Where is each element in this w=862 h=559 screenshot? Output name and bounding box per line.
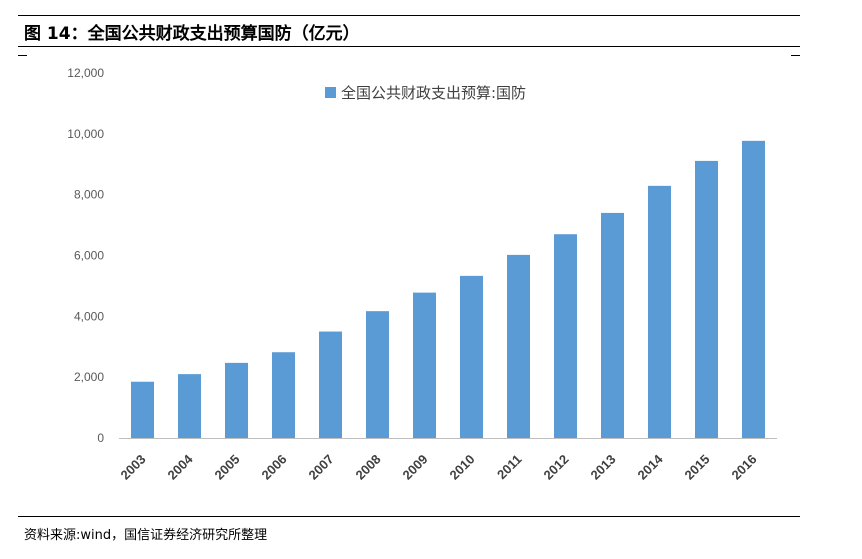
x-tick-label: 2011: [494, 452, 525, 483]
x-tick-label: 2012: [541, 452, 572, 483]
title-underline: [18, 46, 800, 47]
bar-2014: [648, 185, 671, 438]
x-tick-label: 2008: [353, 452, 384, 483]
y-tick-label: 8,000: [74, 188, 104, 202]
legend-label: 全国公共财政支出预算:国防: [341, 84, 526, 102]
x-tick-label: 2003: [118, 452, 149, 483]
bar-2013: [601, 212, 624, 438]
bar-2011: [507, 254, 530, 438]
y-tick-label: 4,000: [74, 309, 104, 323]
bar-2016: [742, 140, 765, 438]
bar-2007: [319, 331, 342, 438]
figure-title: 图 14：全国公共财政支出预算国防（亿元）: [24, 24, 360, 44]
top-rule: [18, 15, 800, 16]
bar-2010: [460, 275, 483, 438]
x-axis: 2003 2004 2005 2006 2007 2008 2009 2010 2011 2012…: [118, 451, 760, 483]
legend-swatch: [325, 87, 336, 98]
x-tick-label: 2013: [588, 452, 619, 483]
bar-2004: [178, 374, 201, 438]
bar-2006: [272, 352, 295, 438]
source-note: 资料来源:wind，国信证券经济研究所整理: [24, 528, 268, 543]
y-tick-label: 2,000: [74, 370, 104, 384]
x-tick-label: 2015: [682, 452, 713, 483]
bar-2009: [413, 292, 436, 438]
x-tick-label: 2007: [306, 452, 337, 483]
bar-2015: [695, 160, 718, 438]
bar-2003: [131, 381, 154, 438]
x-tick-label: 2016: [729, 452, 760, 483]
y-tick-label: 6,000: [74, 249, 104, 263]
x-tick-label: 2004: [165, 451, 197, 483]
y-axis: 0 2,000 4,000 6,000 8,000 10,000 12,000: [67, 66, 104, 445]
corner-mark-right: [791, 55, 800, 56]
legend: 全国公共财政支出预算:国防: [325, 84, 526, 102]
x-tick-label: 2006: [259, 452, 290, 483]
y-tick-label: 10,000: [67, 127, 104, 141]
corner-mark-left: [18, 55, 27, 56]
bar-2005: [225, 362, 248, 438]
x-tick-label: 2014: [635, 451, 667, 483]
x-tick-label: 2005: [212, 452, 243, 483]
y-tick-label: 0: [97, 431, 104, 445]
bar-2008: [366, 311, 389, 438]
y-tick-label: 12,000: [67, 66, 104, 80]
x-tick-label: 2010: [447, 452, 478, 483]
bar-series: [131, 140, 765, 438]
bar-2012: [554, 234, 577, 438]
x-tick-label: 2009: [400, 452, 431, 483]
bottom-rule: [18, 516, 800, 517]
